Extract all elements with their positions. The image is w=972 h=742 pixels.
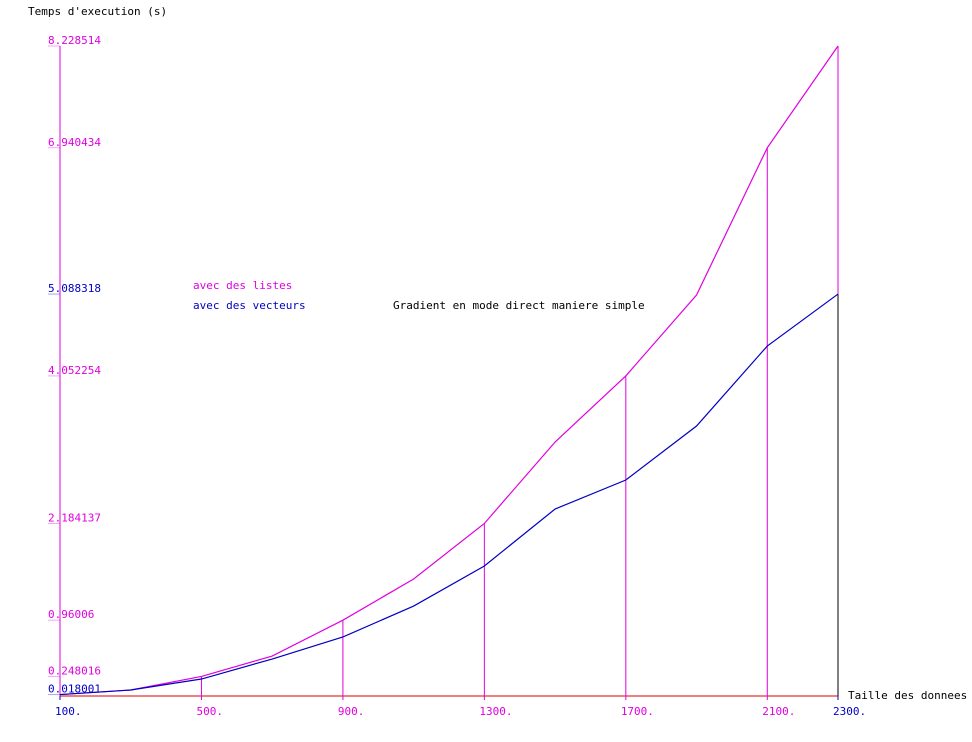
x-tick-label: 100. — [55, 705, 82, 718]
chart-title: Gradient en mode direct maniere simple — [393, 299, 645, 312]
y-tick-label: 2.184137 — [48, 511, 101, 524]
y-axis-label: Temps d'execution (s) — [28, 5, 167, 18]
x-tick-label: 1700. — [621, 705, 654, 718]
legend-label: avec des listes — [193, 279, 292, 292]
y-tick-label: 6.940434 — [48, 136, 101, 149]
y-tick-label: 0.96006 — [48, 608, 94, 621]
x-tick-label: 2300. — [833, 705, 866, 718]
x-tick-label: 1300. — [479, 705, 512, 718]
x-tick-label: 900. — [338, 705, 365, 718]
x-tick-label: 2100. — [762, 705, 795, 718]
series-line — [59, 45, 839, 696]
series-line — [59, 293, 839, 696]
y-tick-label: 5.088318 — [48, 282, 101, 295]
x-axis-label: Taille des donnees — [848, 689, 967, 702]
legend-label: avec des vecteurs — [193, 299, 306, 312]
y-tick-label: 0.248016 — [48, 664, 101, 677]
y-tick-label: 4.052254 — [48, 364, 101, 377]
x-tick-label: 500. — [196, 705, 223, 718]
y-tick-label: 8.228514 — [48, 34, 101, 47]
